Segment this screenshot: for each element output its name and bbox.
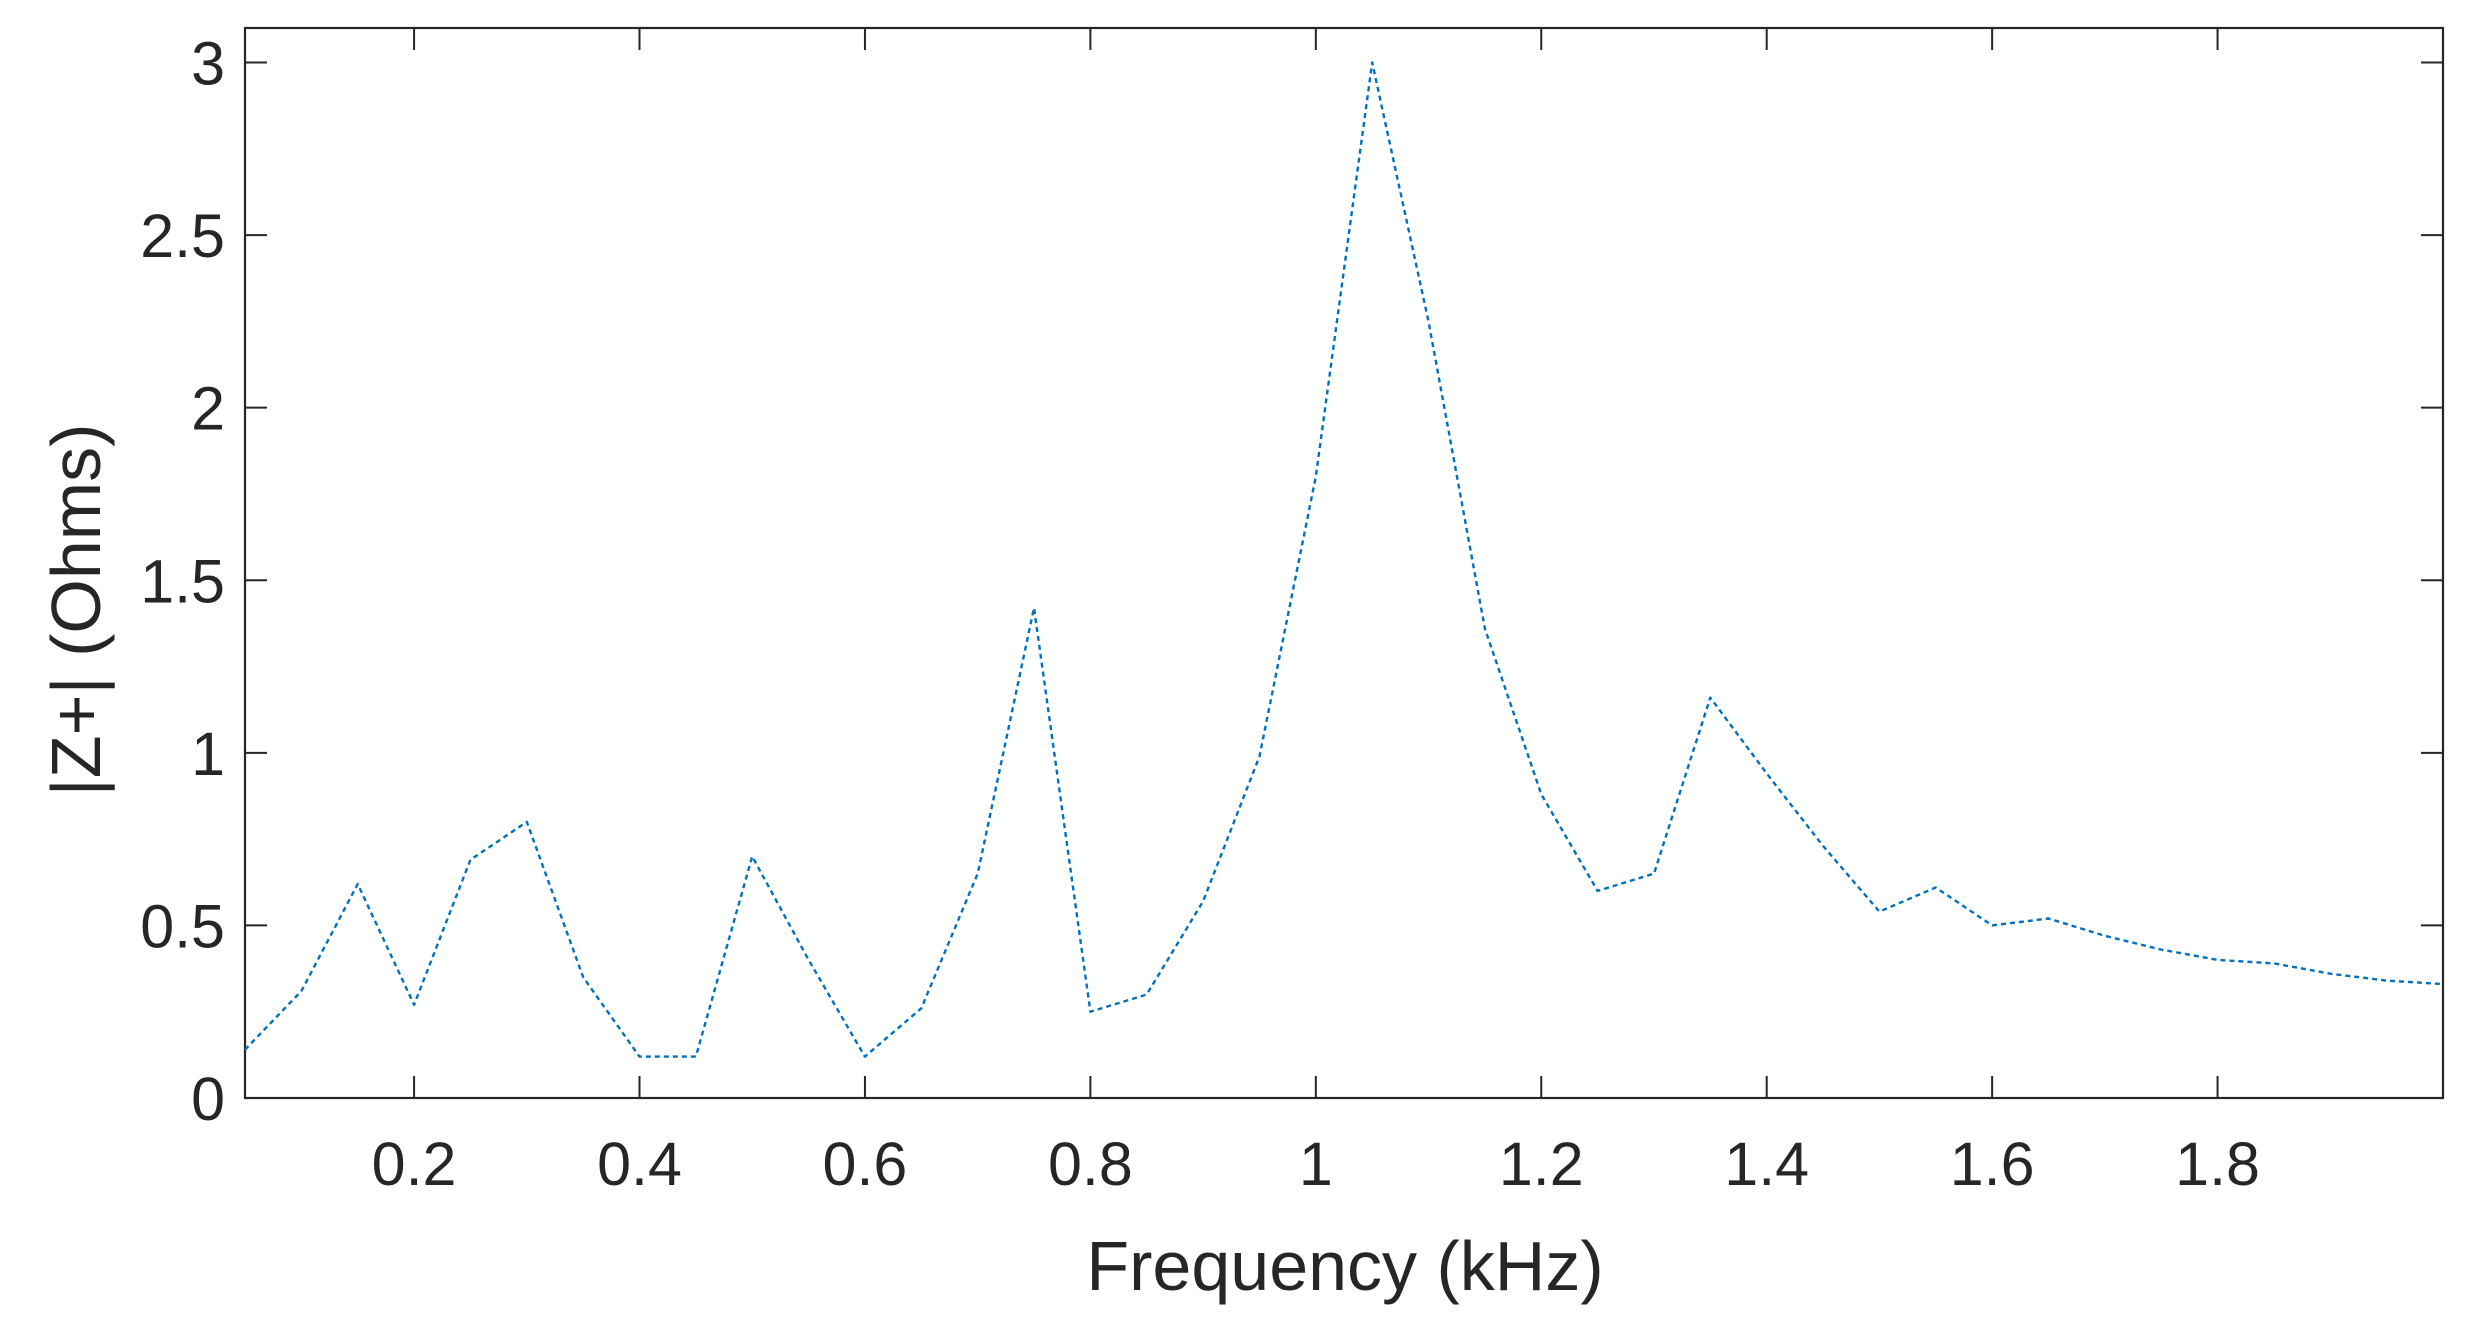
x-tick-label: 0.8 [1048,1130,1133,1198]
y-tick-label: 0.5 [140,892,225,960]
x-tick-label: 1.6 [1950,1130,2035,1198]
series-line [244,61,2444,1058]
x-tick-label: 0.4 [597,1130,682,1198]
y-tick-label: 2.5 [140,202,225,270]
plot-area [243,26,2445,1100]
axes-box [243,26,2445,1100]
x-axis-label: Frequency (kHz) [1086,1227,1603,1305]
y-tick-label: 3 [191,30,225,98]
x-tick-label: 0.6 [823,1130,908,1198]
y-tick-label: 1.5 [140,547,225,615]
x-axis-ticks: 0.2 0.4 0.6 0.8 1 1.2 1.4 1.6 1.8 [372,28,2260,1198]
x-tick-label: 0.2 [372,1130,457,1198]
x-tick-label: 1.4 [1724,1130,1809,1198]
y-axis-label: |Z+| (Ohms) [37,424,115,797]
x-tick-label: 1.8 [2175,1130,2260,1198]
x-tick-label: 1.2 [1499,1130,1584,1198]
y-tick-label: 0 [191,1065,225,1133]
y-axis-ticks: 0 0.5 1 1.5 2 2.5 3 [140,30,2443,1133]
x-tick-label: 1 [1299,1130,1333,1198]
y-tick-label: 2 [191,375,225,443]
y-tick-label: 1 [191,720,225,788]
